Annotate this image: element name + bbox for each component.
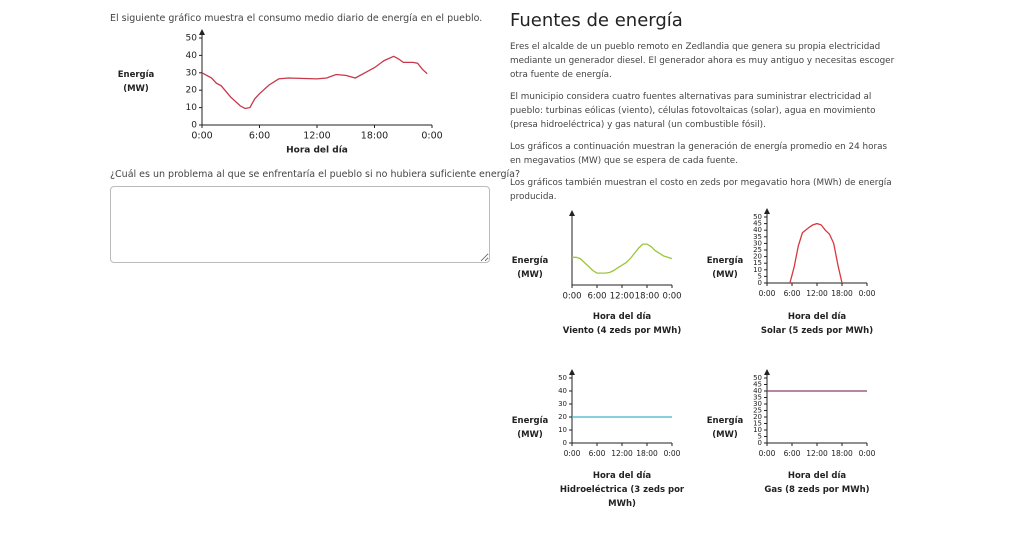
x-axis-label: Hora del día — [286, 146, 348, 156]
y-tick-label: 0 — [563, 439, 567, 447]
x-tick-label: 0:00 — [562, 292, 581, 302]
x-tick-label: 18:00 — [635, 292, 660, 302]
x-tick-label: 0:00 — [421, 131, 442, 142]
x-tick-label: 6:00 — [589, 449, 606, 458]
x-tick-label: 0:00 — [191, 131, 212, 142]
y-axis-label: Energía (MW) — [117, 70, 155, 94]
answer-box[interactable] — [110, 186, 490, 263]
x-tick-label: 0:00 — [859, 289, 876, 298]
y-tick-label: 15 — [753, 420, 762, 428]
x-tick-label: 12:00 — [610, 292, 635, 302]
x-tick-label: 0:00 — [662, 292, 681, 302]
y-tick-label: 50 — [558, 374, 567, 382]
chart-title: Solar (5 zeds por MWh) — [760, 326, 874, 336]
x-tick-label: 0:00 — [564, 449, 581, 458]
x-tick-label: 0:00 — [859, 449, 876, 458]
x-tick-label: 0:00 — [759, 449, 776, 458]
paragraph: Los gráficos a continuación muestran la … — [510, 142, 888, 166]
y-axis-arrow — [569, 369, 575, 375]
y-axis-label: Energía (MW) — [511, 416, 549, 440]
y-axis-arrow — [764, 369, 770, 375]
x-axis-label: Hora del día — [592, 471, 652, 481]
y-tick-label: 0 — [191, 121, 197, 131]
y-tick-label: 30 — [753, 400, 762, 408]
y-tick-label: 20 — [558, 413, 567, 421]
chart-title: Viento (4 zeds por MWh) — [562, 326, 682, 336]
y-tick-label: 40 — [753, 226, 762, 234]
paragraph: Eres el alcalde de un pueblo remoto en Z… — [510, 42, 895, 80]
x-tick-label: 6:00 — [784, 289, 801, 298]
y-tick-label: 40 — [753, 387, 762, 395]
y-tick-label: 5 — [758, 433, 762, 441]
y-tick-label: 0 — [758, 279, 762, 287]
x-tick-label: 12:00 — [303, 131, 330, 142]
y-axis-label: Energía (MW) — [706, 416, 744, 440]
y-tick-label: 35 — [753, 394, 762, 402]
chart-title: Gas (8 zeds por MWh) — [764, 485, 870, 495]
y-tick-label: 30 — [753, 239, 762, 247]
data-line — [572, 243, 673, 274]
y-tick-label: 40 — [186, 51, 198, 61]
x-tick-label: 0:00 — [759, 289, 776, 298]
x-tick-label: 12:00 — [806, 449, 828, 458]
x-tick-label: 18:00 — [636, 449, 658, 458]
paragraph: El municipio considera cuatro fuentes al… — [510, 92, 876, 130]
x-tick-label: 6:00 — [587, 292, 606, 302]
x-tick-label: 18:00 — [831, 449, 853, 458]
x-tick-label: 12:00 — [611, 449, 633, 458]
chart-title: Hidroeléctrica (3 zeds por MWh) — [559, 485, 685, 509]
y-tick-label: 30 — [186, 68, 198, 78]
y-axis-label: Energía (MW) — [706, 256, 744, 280]
y-tick-label: 20 — [753, 253, 762, 261]
y-tick-label: 15 — [753, 259, 762, 267]
y-tick-label: 30 — [558, 400, 567, 408]
y-axis-arrow — [764, 208, 770, 214]
x-tick-label: 18:00 — [361, 131, 388, 142]
y-axis-arrow — [199, 29, 205, 35]
question-text: ¿Cuál es un problema al que se enfrentar… — [110, 169, 521, 180]
y-axis-arrow — [569, 210, 575, 216]
x-tick-label: 18:00 — [831, 289, 853, 298]
x-axis-label: Hora del día — [787, 471, 847, 481]
x-tick-label: 0:00 — [664, 449, 681, 458]
x-tick-label: 12:00 — [806, 289, 828, 298]
y-tick-label: 20 — [186, 86, 198, 96]
y-tick-label: 10 — [558, 426, 567, 434]
y-tick-label: 10 — [753, 426, 762, 434]
x-tick-label: 6:00 — [249, 131, 270, 142]
data-line — [201, 55, 428, 110]
y-tick-label: 5 — [758, 272, 762, 280]
y-tick-label: 50 — [753, 374, 762, 382]
y-tick-label: 0 — [758, 439, 762, 447]
x-tick-label: 6:00 — [784, 449, 801, 458]
y-tick-label: 50 — [186, 34, 198, 44]
y-tick-label: 45 — [753, 381, 762, 389]
x-axis-label: Hora del día — [592, 312, 652, 322]
y-tick-label: 20 — [753, 413, 762, 421]
y-tick-label: 10 — [186, 103, 198, 113]
y-tick-label: 25 — [753, 246, 762, 254]
x-axis-label: Hora del día — [787, 312, 847, 322]
heading: Fuentes de energía — [510, 10, 683, 31]
y-tick-label: 40 — [558, 387, 567, 395]
y-tick-label: 10 — [753, 266, 762, 274]
y-tick-label: 50 — [753, 213, 762, 221]
y-axis-label: Energía (MW) — [511, 256, 549, 280]
y-tick-label: 25 — [753, 407, 762, 415]
y-tick-label: 35 — [753, 233, 762, 241]
data-line — [789, 222, 843, 284]
paragraph: Los gráficos también muestran el costo e… — [510, 178, 892, 202]
intro-text: El siguiente gráfico muestra el consumo … — [110, 13, 483, 24]
y-tick-label: 45 — [753, 220, 762, 228]
paragraphs: Eres el alcalde de un pueblo remoto en Z… — [510, 40, 895, 212]
